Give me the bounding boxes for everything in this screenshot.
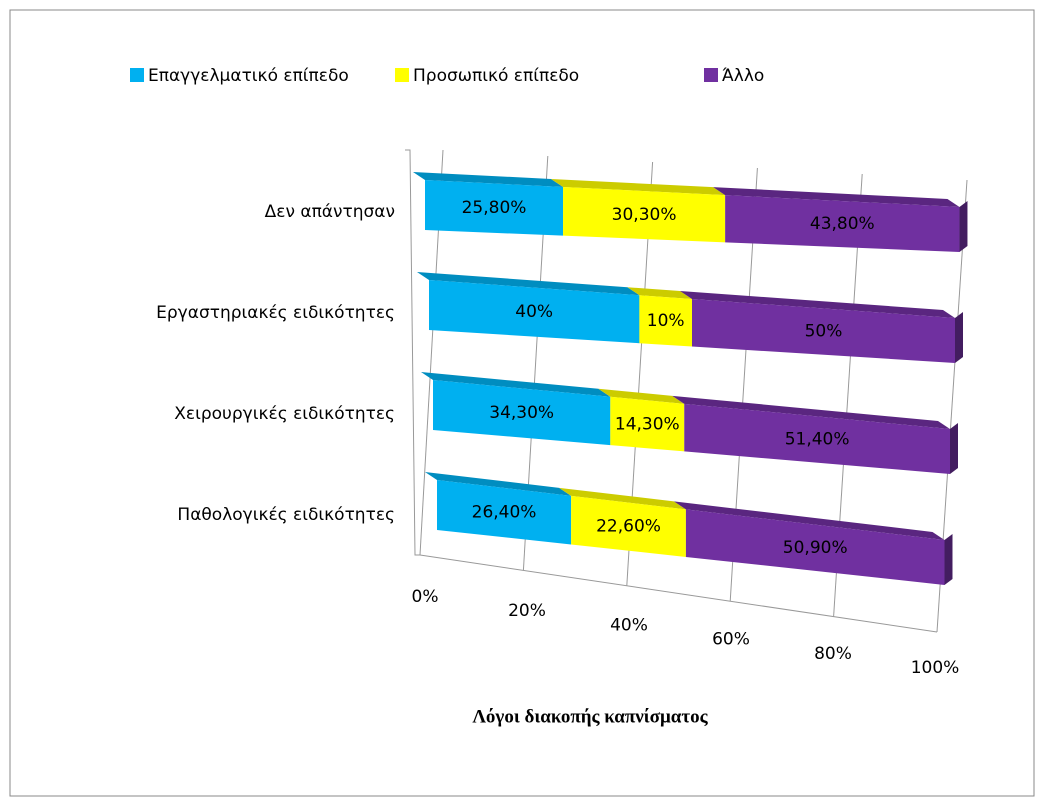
bar-segment — [559, 487, 686, 557]
bar-segment — [417, 272, 640, 344]
bar-front — [684, 403, 950, 474]
bar-front — [685, 509, 945, 585]
value-label: 51,40% — [785, 430, 850, 450]
bar-top — [713, 187, 960, 207]
category-label: Εργαστηριακές ειδικότητες — [156, 303, 395, 323]
bar-top — [673, 501, 945, 540]
bar-top — [551, 178, 726, 196]
bar-top — [559, 487, 686, 510]
bar-front — [725, 195, 960, 252]
bar-segment — [598, 388, 685, 452]
bar-front — [433, 380, 611, 446]
bar-top — [417, 272, 640, 296]
value-label: 25,80% — [462, 198, 527, 218]
bar-top — [680, 291, 955, 318]
bar-segment — [627, 287, 692, 347]
bar-top — [672, 395, 950, 429]
bar-front — [571, 495, 686, 557]
category-label: Δεν απάντησαν — [265, 202, 395, 222]
bar-front — [639, 295, 692, 347]
bar-segment — [673, 501, 953, 585]
bar-end — [950, 423, 958, 474]
x-tick-label: 40% — [610, 615, 648, 635]
value-label: 10% — [647, 311, 685, 331]
value-label: 30,30% — [612, 205, 677, 225]
value-label: 50% — [805, 322, 843, 342]
value-label: 34,30% — [489, 403, 554, 423]
value-label: 22,60% — [596, 517, 661, 537]
category-label: Χειρουργικές ειδικότητες — [174, 404, 395, 424]
value-label: 43,80% — [810, 214, 875, 234]
bar-top — [413, 172, 564, 187]
floor-line — [419, 554, 938, 633]
legend-swatch — [704, 68, 718, 82]
bar-end — [944, 533, 953, 585]
legend-label: Άλλο — [722, 66, 764, 86]
wall — [405, 149, 420, 556]
bar-segment — [672, 395, 958, 474]
value-label: 40% — [515, 302, 553, 322]
bar-top — [425, 472, 572, 496]
legend-label: Προσωπικό επίπεδο — [413, 66, 579, 86]
bar-end — [955, 312, 963, 363]
x-tick-label: 60% — [712, 630, 750, 650]
bar-front — [692, 299, 955, 363]
legend-label: Επαγγελματικό επίπεδο — [148, 66, 349, 86]
bar-segment — [413, 172, 564, 236]
bar-end — [959, 200, 968, 252]
bar-front — [437, 480, 572, 545]
chart-title: Λόγοι διακοπής καπνίσματος — [472, 706, 708, 727]
legend-swatch — [130, 68, 144, 82]
x-tick-label: 20% — [508, 601, 546, 621]
category-label: Παθολογικές ειδικότητες — [177, 505, 395, 525]
x-tick-label: 0% — [412, 587, 439, 607]
bar-segment — [680, 291, 963, 363]
bar-top — [421, 372, 611, 397]
bar-front — [610, 396, 685, 452]
value-label: 50,90% — [783, 538, 848, 558]
bar-segment — [425, 472, 572, 545]
value-label: 26,40% — [472, 503, 537, 523]
bar-top — [627, 287, 692, 299]
bar-front — [429, 280, 640, 344]
bar-segment — [713, 187, 968, 252]
x-tick-label: 100% — [911, 658, 960, 678]
legend-swatch — [395, 68, 409, 82]
bar-segment — [421, 372, 611, 446]
x-tick-label: 80% — [814, 644, 852, 664]
bar-segment — [551, 178, 726, 243]
bar-front — [563, 186, 726, 243]
value-label: 14,30% — [615, 414, 680, 434]
bar-front — [425, 180, 564, 236]
bar-top — [598, 388, 685, 404]
